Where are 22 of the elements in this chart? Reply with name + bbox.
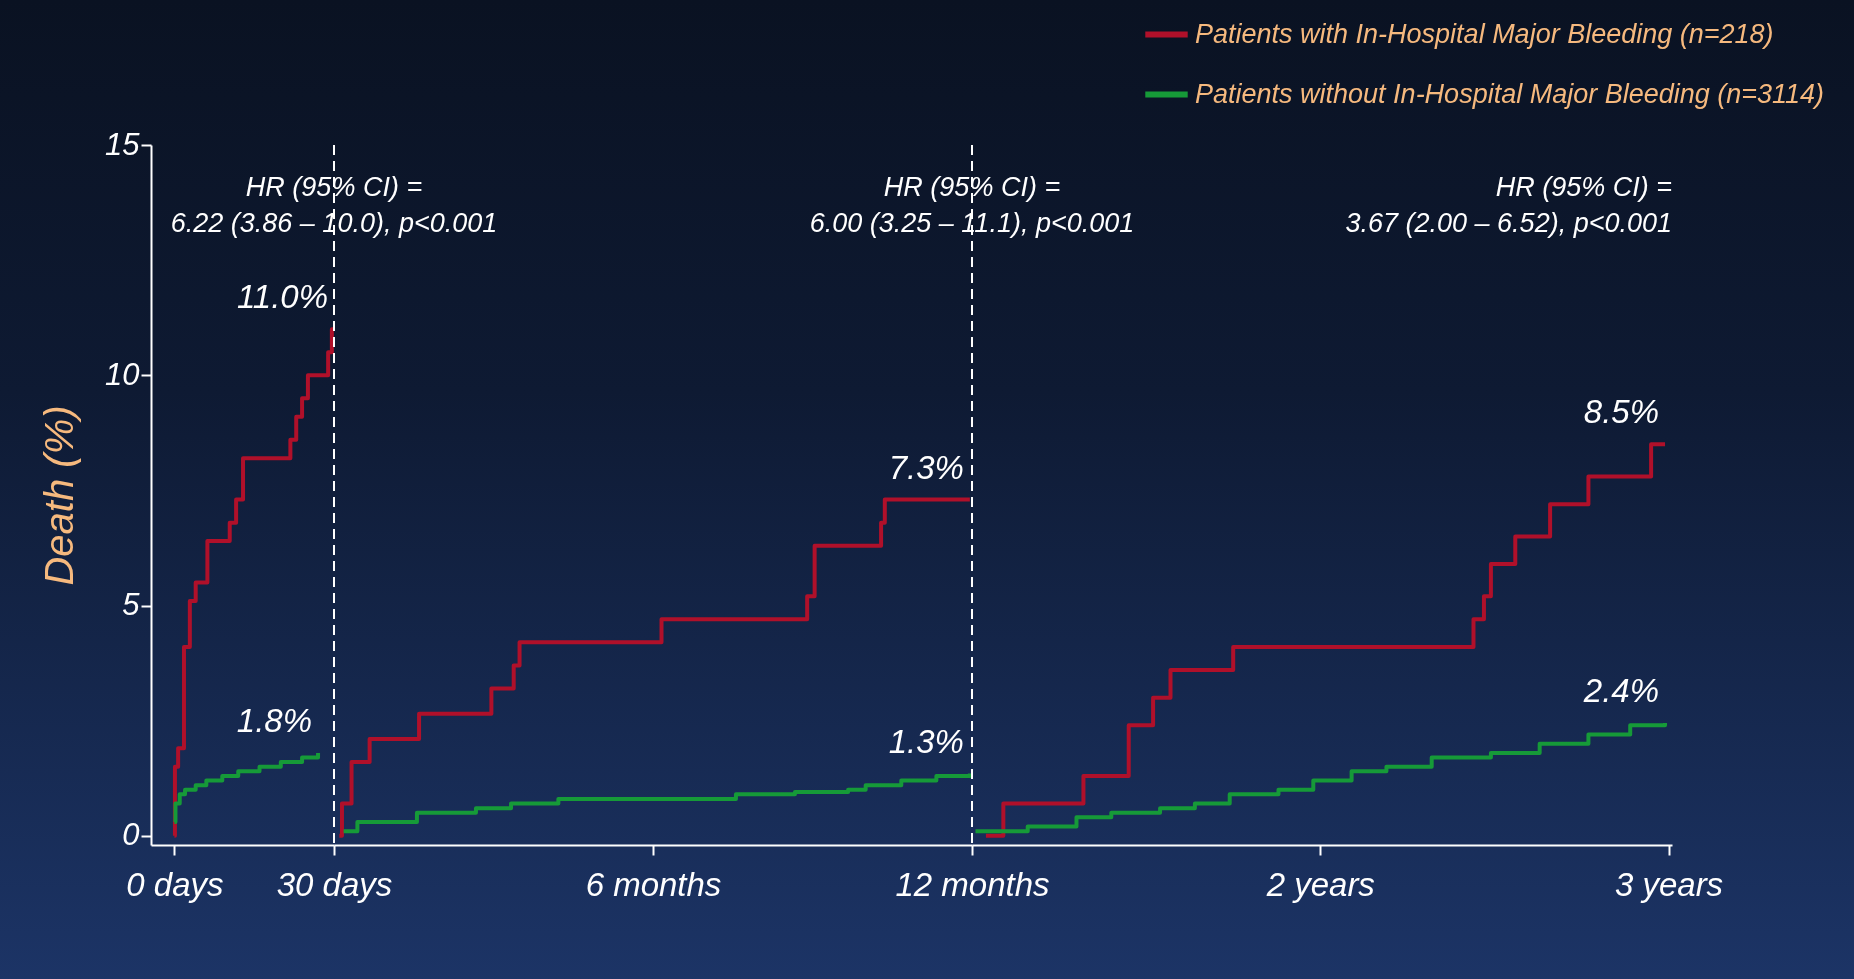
x-tick-label: 6 months <box>585 865 722 903</box>
annotation: 1.3% <box>888 722 964 760</box>
legend-label: Patients without In-Hospital Major Bleeding (n=3114) <box>1195 78 1825 109</box>
x-tick-label: 0 days <box>126 865 224 903</box>
y-tick-label: 0 <box>122 817 140 853</box>
x-tick-label: 3 years <box>1614 865 1724 903</box>
y-tick-label: 10 <box>105 356 140 392</box>
y-tick-label: 5 <box>122 587 141 623</box>
x-tick-label: 30 days <box>276 865 393 903</box>
annotation: HR (95% CI) = 6.00 (3.25 – 11.1), p<0.001 <box>809 172 1135 238</box>
legend-label: Patients with In-Hospital Major Bleeding (n=218) <box>1195 18 1774 49</box>
annotation: 11.0% <box>236 278 328 316</box>
y-tick-label: 15 <box>105 126 141 162</box>
x-tick-label: 2 years <box>1265 865 1375 903</box>
annotation: 1.8% <box>236 701 313 739</box>
y-axis-title: Death (%) <box>37 405 82 586</box>
x-tick-label: 12 months <box>895 865 1050 903</box>
annotation: 7.3% <box>888 448 964 486</box>
annotation: HR (95% CI) = 3.67 (2.00 – 6.52), p<0.001 <box>1345 172 1672 238</box>
annotation: 2.4% <box>1582 671 1660 709</box>
annotation: 8.5% <box>1583 393 1660 431</box>
annotation: HR (95% CI) = 6.22 (3.86 – 10.0), p<0.001 <box>170 172 498 238</box>
